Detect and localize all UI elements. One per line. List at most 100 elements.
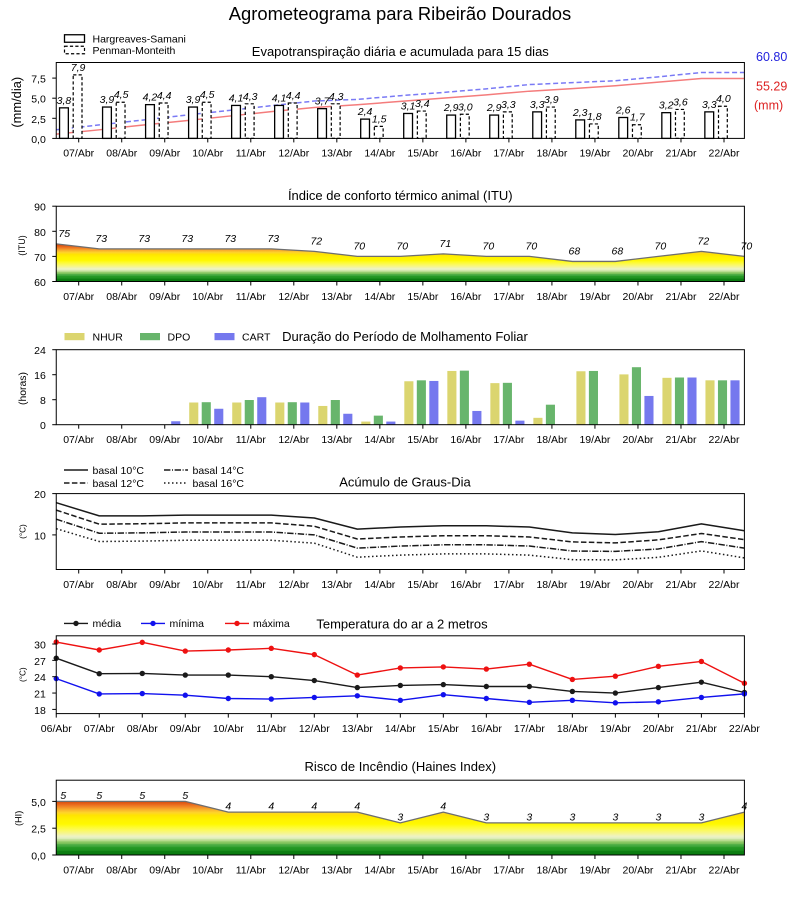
svg-text:09/Abr: 09/Abr — [170, 723, 201, 735]
svg-text:73: 73 — [95, 233, 107, 245]
svg-text:Agrometeograma para Ribeirão D: Agrometeograma para Ribeirão Dourados — [229, 3, 571, 24]
svg-text:16: 16 — [34, 370, 46, 382]
svg-text:0,0: 0,0 — [31, 851, 46, 863]
svg-text:09/Abr: 09/Abr — [149, 148, 180, 160]
svg-text:Índice de conforto térmico ani: Índice de conforto térmico animal (ITU) — [288, 188, 513, 203]
svg-text:11/Abr: 11/Abr — [236, 148, 267, 160]
svg-text:18: 18 — [34, 705, 46, 717]
svg-text:3,4: 3,4 — [415, 98, 430, 110]
svg-text:14/Abr: 14/Abr — [385, 723, 416, 735]
svg-text:68: 68 — [612, 245, 624, 257]
svg-text:15/Abr: 15/Abr — [407, 864, 438, 876]
svg-text:4,4: 4,4 — [286, 90, 301, 102]
svg-text:12/Abr: 12/Abr — [278, 579, 309, 591]
svg-text:4,0: 4,0 — [716, 93, 731, 105]
svg-text:15/Abr: 15/Abr — [407, 579, 438, 591]
svg-text:19/Abr: 19/Abr — [579, 434, 610, 446]
svg-text:21/Abr: 21/Abr — [666, 579, 697, 591]
svg-text:08/Abr: 08/Abr — [106, 864, 137, 876]
svg-text:16/Abr: 16/Abr — [450, 864, 481, 876]
svg-text:18/Abr: 18/Abr — [557, 723, 588, 735]
svg-text:30: 30 — [34, 640, 46, 652]
svg-text:basal 16°C: basal 16°C — [193, 478, 245, 490]
svg-text:4,1: 4,1 — [229, 92, 244, 104]
svg-text:17/Abr: 17/Abr — [514, 723, 545, 735]
svg-text:3,3: 3,3 — [530, 99, 545, 111]
svg-text:3: 3 — [655, 811, 661, 823]
svg-text:20: 20 — [34, 489, 46, 501]
svg-text:19/Abr: 19/Abr — [579, 864, 610, 876]
svg-text:3,0: 3,0 — [458, 101, 473, 113]
svg-text:17/Abr: 17/Abr — [493, 864, 524, 876]
svg-text:4,5: 4,5 — [114, 89, 129, 101]
svg-text:18/Abr: 18/Abr — [536, 148, 567, 160]
svg-text:07/Abr: 07/Abr — [63, 864, 94, 876]
svg-text:5: 5 — [96, 790, 102, 802]
svg-text:Duração do Período de Molhamen: Duração do Período de Molhamento Foliar — [282, 329, 528, 344]
svg-text:4: 4 — [311, 801, 317, 813]
svg-text:máxima: máxima — [253, 618, 290, 630]
svg-text:15/Abr: 15/Abr — [428, 723, 459, 735]
svg-text:basal 14°C: basal 14°C — [193, 465, 245, 477]
svg-text:7,9: 7,9 — [71, 62, 86, 74]
svg-text:1,8: 1,8 — [587, 111, 602, 123]
svg-text:10/Abr: 10/Abr — [192, 291, 223, 303]
svg-text:3,1: 3,1 — [401, 100, 416, 112]
svg-text:07/Abr: 07/Abr — [63, 434, 94, 446]
svg-text:Acúmulo de Graus-Dia: Acúmulo de Graus-Dia — [339, 475, 471, 490]
svg-text:21/Abr: 21/Abr — [666, 148, 697, 160]
svg-text:14/Abr: 14/Abr — [364, 579, 395, 591]
svg-text:13/Abr: 13/Abr — [321, 864, 352, 876]
svg-text:13/Abr: 13/Abr — [321, 291, 352, 303]
svg-text:Risco de Incêndio (Haines Inde: Risco de Incêndio (Haines Index) — [305, 759, 497, 774]
svg-text:3: 3 — [526, 811, 532, 823]
svg-text:55.29: 55.29 — [756, 80, 787, 94]
svg-text:09/Abr: 09/Abr — [149, 291, 180, 303]
svg-text:10: 10 — [34, 530, 46, 542]
svg-text:70: 70 — [741, 240, 753, 252]
svg-text:75: 75 — [58, 228, 70, 240]
svg-text:(°C): (°C) — [19, 667, 28, 682]
svg-text:21: 21 — [34, 689, 46, 701]
svg-text:72: 72 — [698, 235, 710, 247]
svg-text:20/Abr: 20/Abr — [643, 723, 674, 735]
svg-text:70: 70 — [34, 252, 46, 264]
svg-text:7,5: 7,5 — [31, 74, 46, 86]
svg-text:(mm/dia): (mm/dia) — [9, 77, 24, 128]
svg-text:22/Abr: 22/Abr — [709, 434, 740, 446]
svg-text:2,3: 2,3 — [572, 107, 588, 119]
svg-text:11/Abr: 11/Abr — [256, 723, 287, 735]
svg-text:18/Abr: 18/Abr — [536, 864, 567, 876]
svg-text:mínima: mínima — [170, 618, 205, 630]
svg-text:20/Abr: 20/Abr — [622, 864, 653, 876]
svg-text:12/Abr: 12/Abr — [278, 291, 309, 303]
svg-text:basal 10°C: basal 10°C — [93, 465, 145, 477]
svg-text:16/Abr: 16/Abr — [450, 434, 481, 446]
svg-text:3,3: 3,3 — [501, 99, 516, 111]
svg-text:22/Abr: 22/Abr — [709, 148, 740, 160]
svg-text:16/Abr: 16/Abr — [450, 291, 481, 303]
svg-text:3,7: 3,7 — [315, 96, 331, 108]
svg-text:10/Abr: 10/Abr — [213, 723, 244, 735]
svg-text:4,1: 4,1 — [272, 92, 287, 104]
svg-text:NHUR: NHUR — [93, 331, 124, 343]
svg-text:2,4: 2,4 — [357, 106, 373, 118]
svg-text:Penman-Monteith: Penman-Monteith — [93, 45, 176, 57]
svg-text:Evapotranspiração diária e acu: Evapotranspiração diária e acumulada par… — [252, 44, 550, 59]
svg-text:0: 0 — [40, 420, 46, 432]
svg-text:24: 24 — [34, 672, 46, 684]
svg-text:21/Abr: 21/Abr — [666, 864, 697, 876]
svg-text:13/Abr: 13/Abr — [321, 148, 352, 160]
svg-text:10/Abr: 10/Abr — [192, 864, 223, 876]
svg-text:71: 71 — [439, 238, 451, 250]
svg-text:4: 4 — [225, 801, 231, 813]
svg-text:08/Abr: 08/Abr — [106, 579, 137, 591]
svg-text:15/Abr: 15/Abr — [407, 434, 438, 446]
svg-text:68: 68 — [569, 245, 581, 257]
svg-text:11/Abr: 11/Abr — [236, 864, 267, 876]
svg-text:06/Abr: 06/Abr — [41, 723, 72, 735]
svg-text:72: 72 — [310, 235, 322, 247]
svg-text:20/Abr: 20/Abr — [622, 434, 653, 446]
svg-text:(mm): (mm) — [754, 99, 783, 113]
svg-text:4,2: 4,2 — [143, 92, 158, 104]
